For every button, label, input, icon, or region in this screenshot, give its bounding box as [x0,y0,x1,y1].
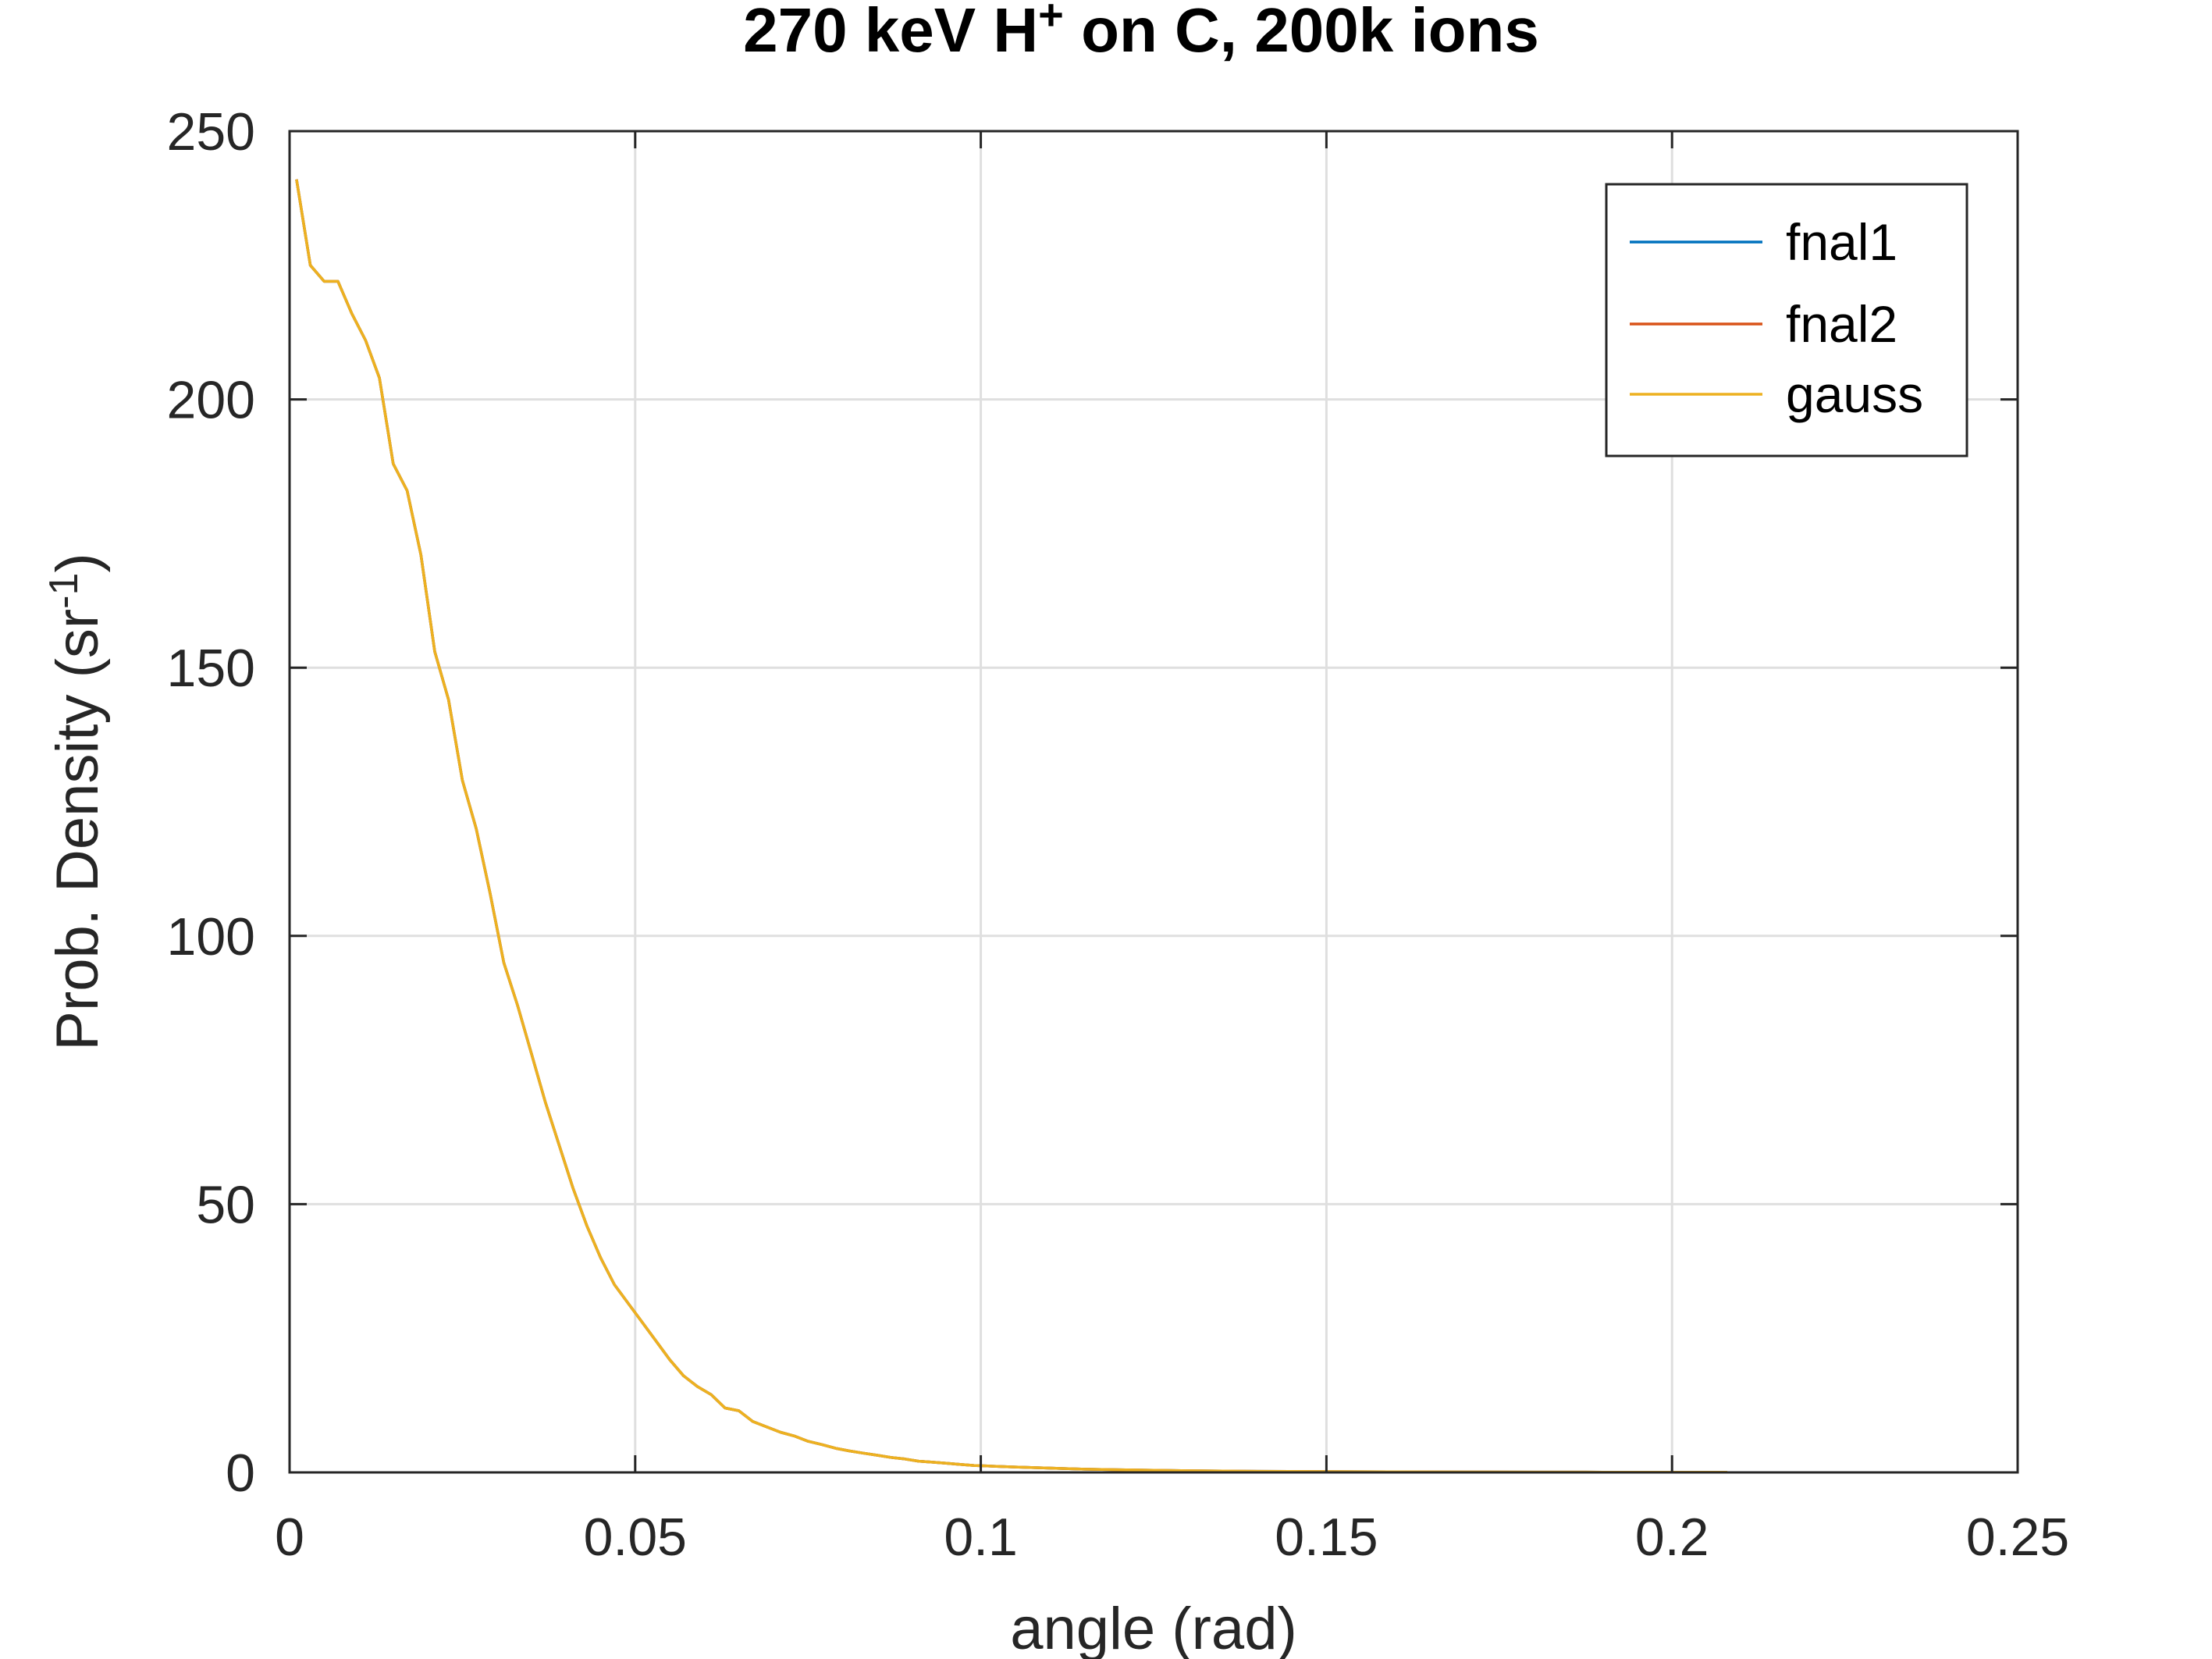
chart-title-rest: on C, 200k ions [1064,0,1539,65]
plot-frame [288,130,2019,1474]
x-tick-label: 0.2 [1635,1508,1709,1567]
y-axis-label-end: ) [44,553,111,572]
x-tick-label: 0 [275,1508,304,1567]
x-tick-label: 0.25 [1966,1508,2069,1567]
legend-label-fnal2: fnal2 [1786,295,1897,353]
y-tick-label: 100 [167,907,255,967]
chart-title-main: 270 keV H [743,0,1038,65]
y-axis-label-main: Prob. Density (sr [44,609,111,1051]
x-tick-labels: 0 0.05 0.1 0.15 0.2 0.25 [275,1508,2069,1567]
legend-box [1605,183,1968,457]
y-tick-label: 0 [226,1444,255,1503]
x-tick-label: 0.1 [944,1508,1018,1567]
axis-ticks [288,130,2019,1474]
x-tick-label: 0.15 [1275,1508,1378,1567]
y-tick-label: 50 [196,1175,255,1234]
legend: fnal1 fnal2 gauss [1605,183,1968,457]
y-tick-label: 250 [167,102,255,162]
legend-label-gauss: gauss [1786,365,1923,423]
x-axis-label: angle (rad) [1010,1596,1297,1659]
x-tick-label: 0.05 [584,1508,687,1567]
y-axis-label: Prob. Density (sr-1) [41,553,111,1050]
series-layer [295,179,1728,1474]
chart-title-superscript: + [1038,0,1064,39]
chart-title: 270 keV H+ on C, 200k ions [743,0,1539,65]
series-line-gauss [295,179,1728,1474]
y-tick-labels: 0 50 100 150 200 250 [167,102,255,1503]
legend-label-fnal1: fnal1 [1786,213,1897,271]
y-tick-label: 200 [167,371,255,430]
y-tick-label: 150 [167,639,255,698]
y-axis-label-superscript: -1 [41,573,87,609]
